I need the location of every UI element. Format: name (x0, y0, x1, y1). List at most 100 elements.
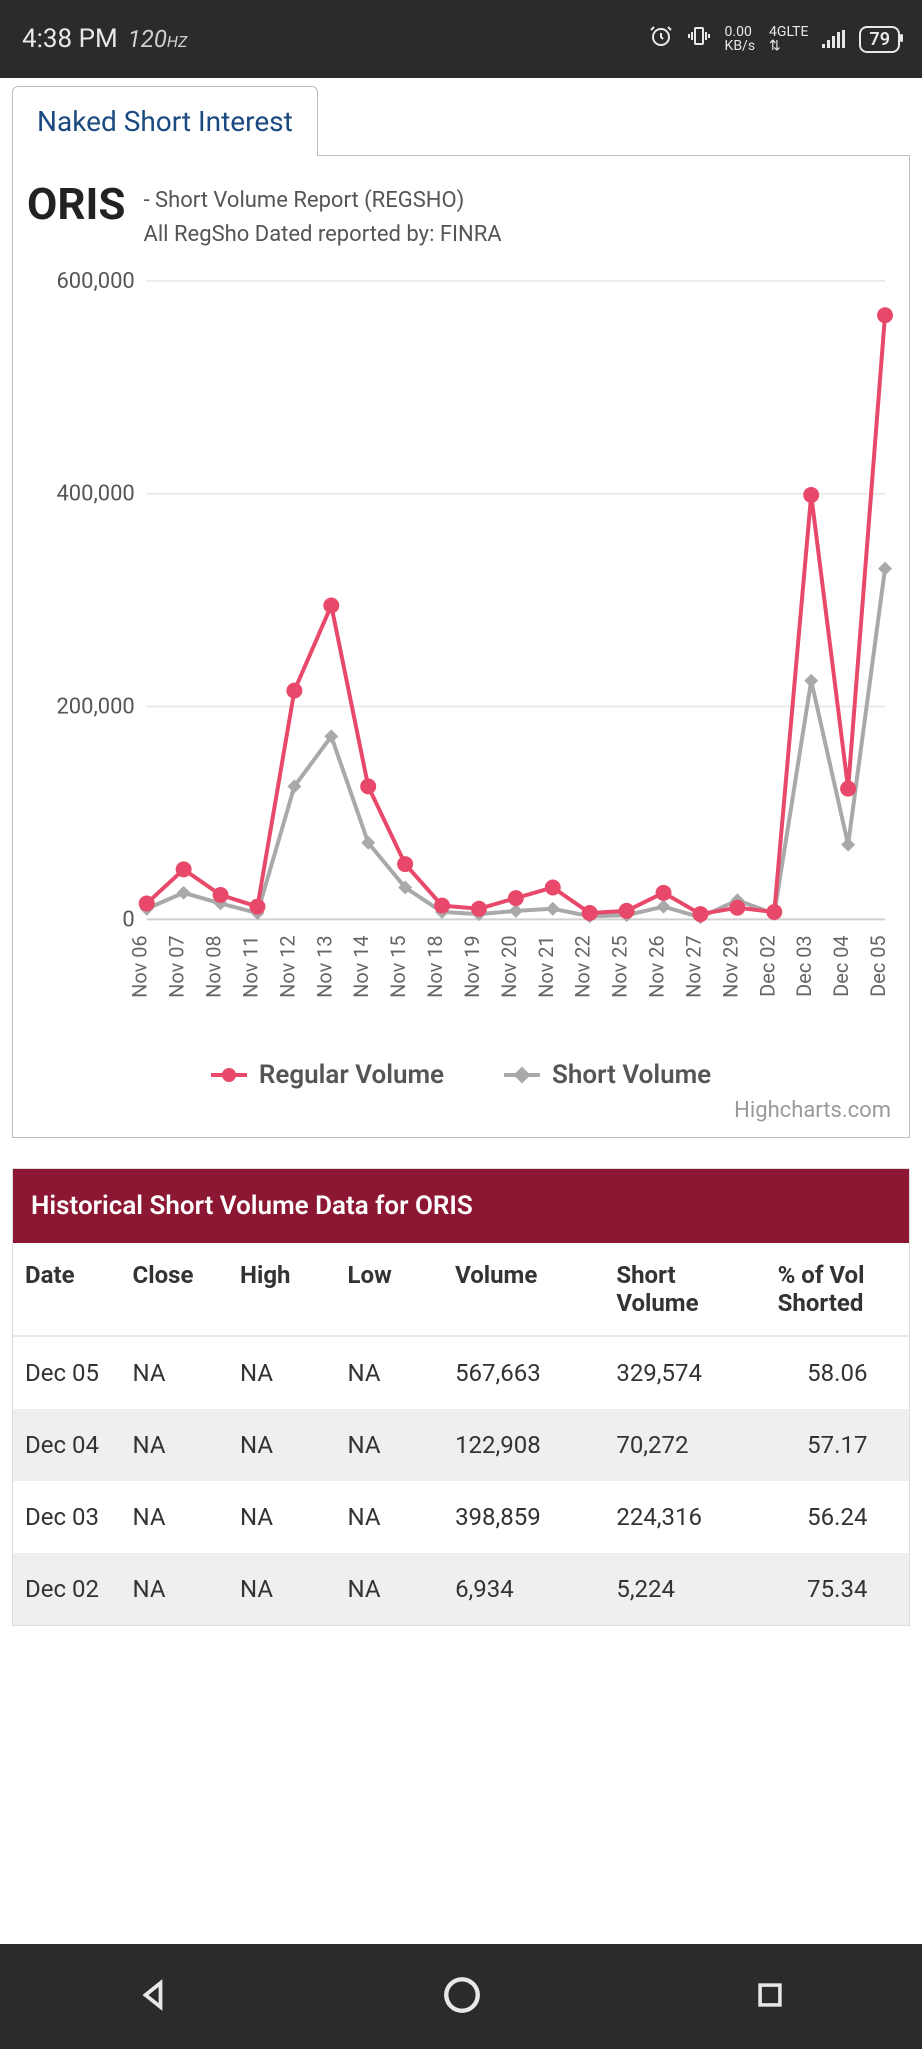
table-cell: 6,934 (443, 1553, 604, 1625)
svg-text:0: 0 (122, 908, 134, 933)
svg-text:Dec 02: Dec 02 (755, 936, 779, 997)
svg-text:Dec 03: Dec 03 (792, 936, 816, 997)
ticker-symbol: ORIS (27, 178, 125, 230)
table-cell: 5,224 (604, 1553, 765, 1625)
table-cell: NA (228, 1481, 336, 1553)
col-pct-shorted[interactable]: % of Vol Shorted (766, 1243, 909, 1336)
svg-text:Nov 19: Nov 19 (460, 936, 484, 998)
table-cell: 398,859 (443, 1481, 604, 1553)
table-cell: NA (228, 1336, 336, 1409)
svg-text:Nov 21: Nov 21 (534, 936, 558, 998)
tab-naked-short-interest[interactable]: Naked Short Interest (12, 86, 318, 156)
android-nav-bar (0, 1944, 922, 2049)
col-date[interactable]: Date (13, 1243, 121, 1336)
historical-table-section: Historical Short Volume Data for ORIS Da… (12, 1168, 910, 1626)
table-head: Date Close High Low Volume Short Volume … (13, 1243, 909, 1336)
table-cell: 75.34 (766, 1553, 909, 1625)
table-cell: 329,574 (604, 1336, 765, 1409)
legend-regular-marker (211, 1073, 247, 1077)
tab-container: Naked Short Interest (12, 86, 910, 156)
legend-short-volume[interactable]: Short Volume (504, 1060, 711, 1090)
status-bar: 4:38 PM 120HZ 0.00 KB/s 4GLTE ⇅ 79 (0, 0, 922, 78)
network-type: 4GLTE ⇅ (769, 25, 808, 53)
table-row[interactable]: Dec 03NANANA398,859224,31656.24 (13, 1481, 909, 1553)
svg-text:Nov 13: Nov 13 (312, 936, 336, 998)
table-cell: 57.17 (766, 1409, 909, 1481)
svg-text:Nov 26: Nov 26 (645, 936, 669, 998)
svg-text:Nov 07: Nov 07 (165, 936, 189, 998)
table-title: Historical Short Volume Data for ORIS (13, 1169, 909, 1243)
status-right: 0.00 KB/s 4GLTE ⇅ 79 (649, 24, 900, 54)
svg-text:Nov 22: Nov 22 (571, 936, 595, 998)
svg-text:Nov 11: Nov 11 (238, 936, 262, 998)
svg-text:Nov 25: Nov 25 (608, 936, 632, 998)
table-cell: NA (336, 1553, 444, 1625)
page-content: Naked Short Interest ORIS - Short Volume… (0, 86, 922, 1138)
table-cell: Dec 05 (13, 1336, 121, 1409)
table-cell: NA (336, 1336, 444, 1409)
col-volume[interactable]: Volume (443, 1243, 604, 1336)
volume-chart[interactable]: 600,000 400,000 200,000 0 Nov 06 Nov 07 Nov 08… (27, 270, 895, 1050)
svg-text:600,000: 600,000 (56, 270, 134, 294)
battery-indicator: 79 (859, 26, 900, 53)
refresh-rate-unit: HZ (167, 32, 187, 51)
tab-label: Naked Short Interest (37, 105, 293, 138)
table-cell: NA (228, 1553, 336, 1625)
table-cell: NA (336, 1409, 444, 1481)
svg-text:Dec 05: Dec 05 (866, 936, 890, 997)
historical-table: Date Close High Low Volume Short Volume … (13, 1243, 909, 1625)
svg-text:Nov 06: Nov 06 (128, 936, 152, 998)
chart-legend: Regular Volume Short Volume (27, 1060, 895, 1090)
chart-svg: 600,000 400,000 200,000 0 Nov 06 Nov 07 Nov 08… (27, 270, 895, 1050)
table-cell: 567,663 (443, 1336, 604, 1409)
svg-text:Nov 20: Nov 20 (497, 936, 521, 998)
col-high[interactable]: High (228, 1243, 336, 1336)
table-cell: 58.06 (766, 1336, 909, 1409)
alarm-icon (649, 24, 673, 54)
battery-level: 79 (869, 29, 890, 50)
table-cell: NA (121, 1336, 229, 1409)
svg-text:Nov 18: Nov 18 (423, 936, 447, 998)
clock-text: 4:38 PM (22, 24, 118, 54)
legend-regular-volume[interactable]: Regular Volume (211, 1060, 444, 1090)
table-body: Dec 05NANANA567,663329,57458.06Dec 04NAN… (13, 1336, 909, 1625)
nav-home-button[interactable] (441, 1974, 483, 2020)
col-close[interactable]: Close (121, 1243, 229, 1336)
table-cell: 122,908 (443, 1409, 604, 1481)
table-row[interactable]: Dec 04NANANA122,90870,27257.17 (13, 1409, 909, 1481)
table-cell: NA (228, 1409, 336, 1481)
table-cell: NA (121, 1409, 229, 1481)
report-header: ORIS - Short Volume Report (REGSHO) All … (27, 178, 895, 252)
legend-short-marker (504, 1073, 540, 1077)
nav-recent-button[interactable] (753, 1978, 787, 2016)
col-low[interactable]: Low (336, 1243, 444, 1336)
svg-text:Nov 08: Nov 08 (202, 936, 226, 998)
table-cell: Dec 02 (13, 1553, 121, 1625)
network-arrows: ⇅ (769, 38, 781, 54)
svg-text:Nov 29: Nov 29 (718, 936, 742, 998)
table-row[interactable]: Dec 05NANANA567,663329,57458.06 (13, 1336, 909, 1409)
signal-icon (822, 30, 845, 48)
table-cell: 70,272 (604, 1409, 765, 1481)
chart-credit[interactable]: Highcharts.com (27, 1090, 895, 1123)
report-subtitle-line2: All RegSho Dated reported by: FINRA (143, 218, 501, 252)
table-cell: 56.24 (766, 1481, 909, 1553)
vibrate-icon (687, 24, 711, 54)
nav-back-button[interactable] (135, 1977, 171, 2017)
legend-short-label: Short Volume (552, 1060, 711, 1090)
table-cell: Dec 03 (13, 1481, 121, 1553)
svg-text:Nov 12: Nov 12 (275, 936, 299, 998)
refresh-rate-value: 120 (128, 25, 167, 53)
table-cell: NA (121, 1481, 229, 1553)
data-speed-label: KB/s (725, 38, 756, 54)
svg-text:400,000: 400,000 (56, 482, 134, 507)
status-left: 4:38 PM 120HZ (22, 24, 187, 54)
table-cell: NA (121, 1553, 229, 1625)
data-speed: 0.00 KB/s (725, 25, 756, 53)
table-row[interactable]: Dec 02NANANA6,9345,22475.34 (13, 1553, 909, 1625)
svg-text:200,000: 200,000 (56, 695, 134, 720)
col-short-volume[interactable]: Short Volume (604, 1243, 765, 1336)
svg-text:Nov 14: Nov 14 (349, 936, 373, 998)
report-subtitle: - Short Volume Report (REGSHO) All RegSh… (143, 178, 501, 252)
report-subtitle-line1: - Short Volume Report (REGSHO) (143, 184, 501, 218)
